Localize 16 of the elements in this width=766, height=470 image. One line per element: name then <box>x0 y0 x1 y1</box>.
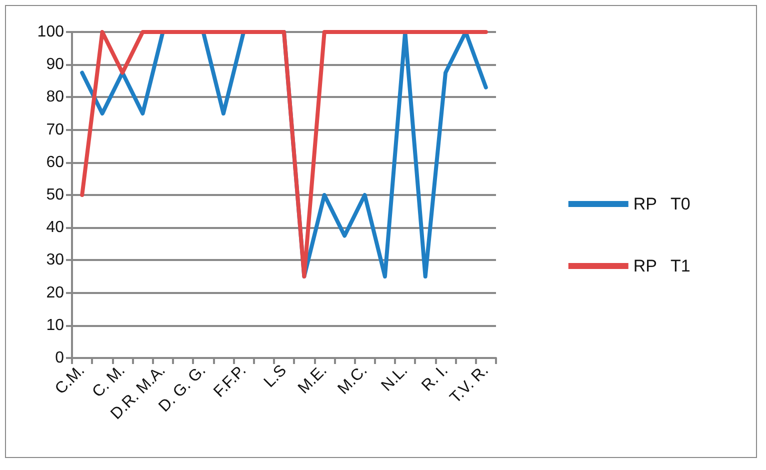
x-tick-label: M.C. <box>334 362 371 398</box>
y-tick-label: 30 <box>46 252 64 269</box>
y-tick-label: 50 <box>46 186 64 204</box>
x-tick-label: N.L. <box>378 362 412 395</box>
legend-label: RP T1 <box>633 256 690 276</box>
x-tick-label: L.S <box>261 362 290 391</box>
y-tick-label: 40 <box>46 219 64 236</box>
y-tick-label: 90 <box>46 56 64 74</box>
x-tick-label: M.E. <box>295 362 330 398</box>
y-tick-label: 70 <box>46 121 64 138</box>
y-tick-label: 60 <box>46 154 64 171</box>
y-tick-label: 10 <box>46 316 64 334</box>
y-tick-label: 80 <box>46 88 64 106</box>
y-tick-label: 20 <box>46 284 64 302</box>
y-tick-label: 100 <box>37 24 64 40</box>
legend-label: RP T0 <box>633 194 690 214</box>
